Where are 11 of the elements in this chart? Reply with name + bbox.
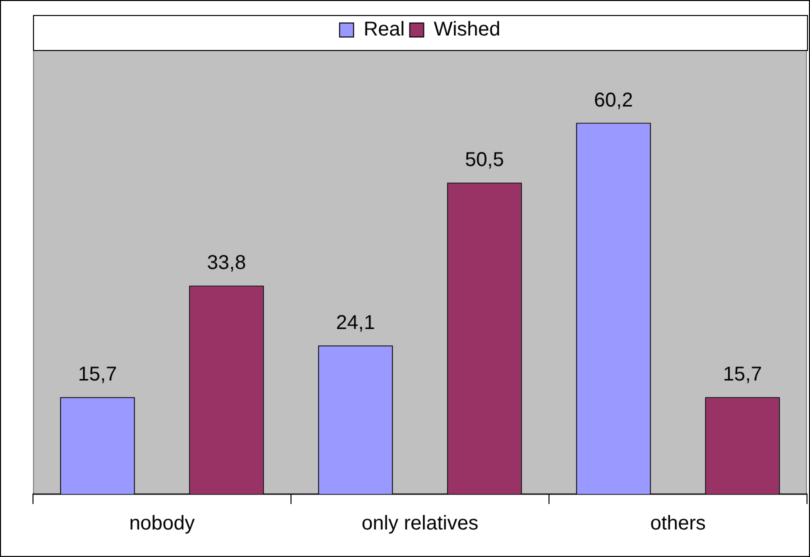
data-label: 15,7	[78, 364, 117, 386]
x-tick-label: others	[650, 512, 706, 535]
legend-label: Real	[364, 18, 405, 41]
x-tick-label: nobody	[129, 512, 195, 535]
data-label: 15,7	[723, 364, 762, 386]
legend-label: Wished	[434, 18, 500, 41]
data-label: 33,8	[207, 252, 246, 274]
x-tick-label: only relatives	[362, 512, 478, 535]
data-label: 60,2	[594, 89, 633, 112]
data-label: 50,5	[465, 149, 504, 172]
data-label: 24,1	[336, 312, 375, 334]
